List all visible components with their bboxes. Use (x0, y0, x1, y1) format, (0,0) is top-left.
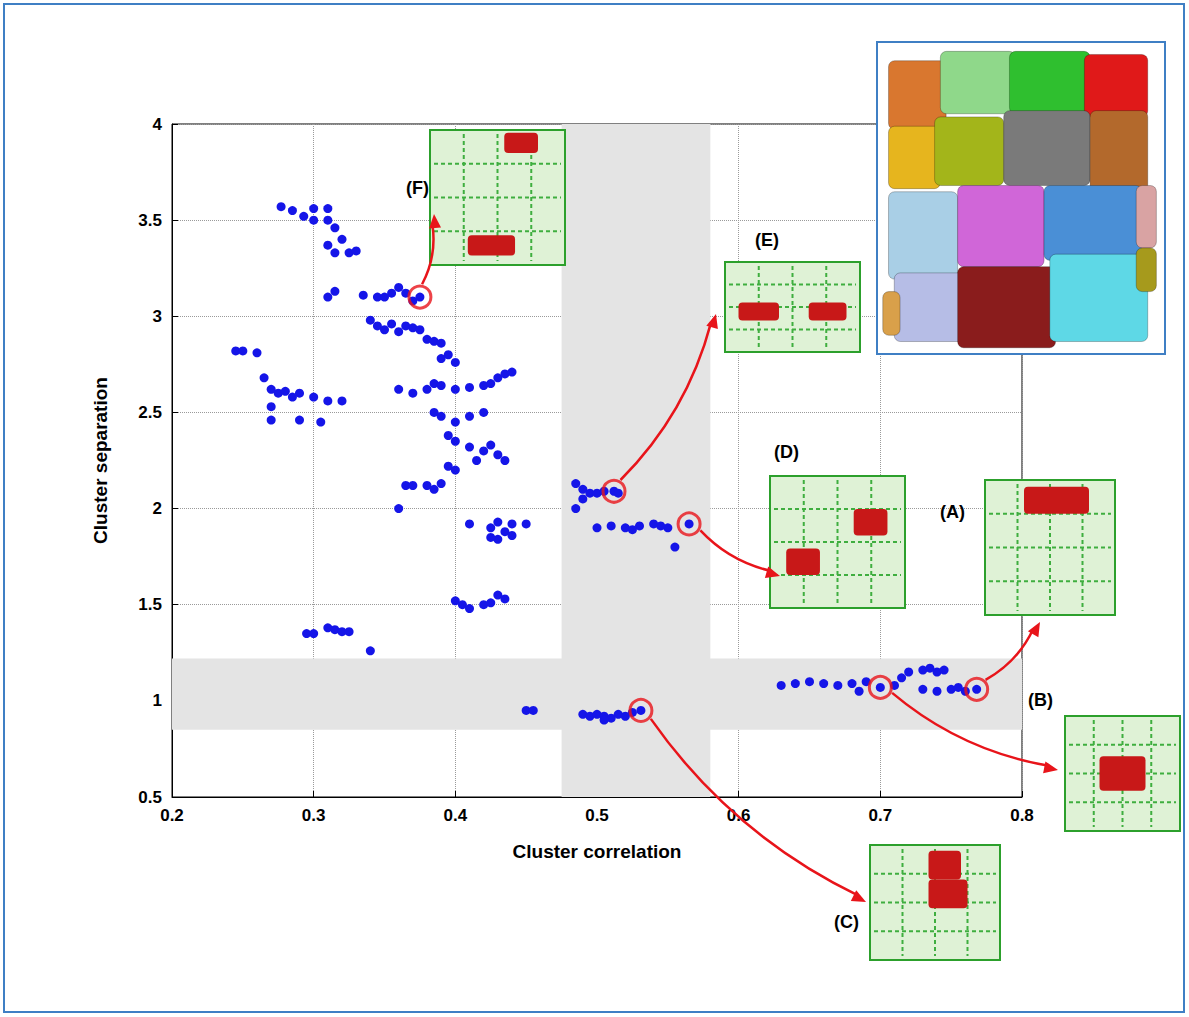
svg-text:2: 2 (153, 499, 162, 518)
svg-text:(E): (E) (755, 230, 779, 250)
svg-text:(A): (A) (940, 502, 965, 522)
svg-text:0.3: 0.3 (302, 806, 326, 825)
svg-text:Cluster separation: Cluster separation (90, 377, 111, 544)
svg-text:0.8: 0.8 (1010, 806, 1034, 825)
svg-text:0.5: 0.5 (585, 806, 609, 825)
svg-text:1: 1 (153, 691, 162, 710)
svg-text:2.5: 2.5 (138, 403, 162, 422)
svg-text:0.6: 0.6 (726, 806, 751, 825)
svg-text:(C): (C) (834, 912, 859, 932)
svg-text:0.4: 0.4 (444, 806, 468, 825)
svg-text:3: 3 (153, 307, 162, 326)
svg-text:(D): (D) (774, 442, 799, 462)
svg-text:Cluster correlation: Cluster correlation (513, 841, 682, 862)
svg-text:0.2: 0.2 (160, 806, 184, 825)
svg-text:(F): (F) (406, 178, 429, 198)
svg-text:0.7: 0.7 (869, 806, 893, 825)
svg-text:(B): (B) (1028, 690, 1053, 710)
svg-text:4: 4 (153, 115, 163, 134)
svg-text:3.5: 3.5 (138, 211, 162, 230)
svg-text:1.5: 1.5 (138, 595, 162, 614)
svg-text:0.5: 0.5 (138, 788, 162, 807)
